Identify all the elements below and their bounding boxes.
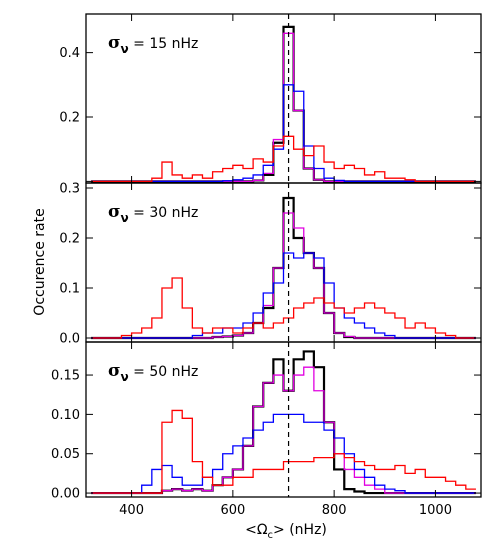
- panel-1-series-4-line: [91, 135, 476, 183]
- panel-2: 0.0 0.1 0.2 0.3 σν = 30 nHz: [59, 182, 482, 347]
- panel-3-y-tick-label-2: 0.05: [51, 447, 80, 462]
- panel-3-series-4-line: [91, 409, 476, 494]
- panel-3-series-2-line: [91, 366, 476, 494]
- panel-1-series-3-line: [91, 84, 476, 183]
- x-tick-label-1: 400: [119, 503, 144, 518]
- x-tick-label-3: 800: [322, 503, 347, 518]
- x-axis-title-subscript: c: [268, 530, 274, 541]
- panel-2-y-tick-label-3: 0.2: [59, 232, 80, 247]
- panels-layer: 0.2 0.4 σν = 15 nHz 0.0 0.1 0.2 0.3 σν = 30 nHz…: [51, 13, 482, 518]
- panel-3: 0.00 0.05 0.10 0.15 400 600 800 1000 σν = 50 nHz: [51, 341, 482, 518]
- panel-2-series-3-line: [91, 252, 476, 339]
- x-tick-label-4: 1000: [419, 503, 452, 518]
- panel-3-annotation: σν = 50 nHz: [108, 361, 198, 384]
- panel-3-y-tick-label-4: 0.15: [51, 369, 80, 384]
- panel-3-series-3-line: [91, 413, 476, 494]
- panel-2-series-4-line: [91, 277, 476, 339]
- panel-2-y-tick-label-2: 0.1: [59, 282, 80, 297]
- panel-2-y-tick-label-1: 0.0: [59, 332, 80, 347]
- x-axis-title-unit: > (nHz): [273, 522, 327, 538]
- panel-2-y-tick-label-4: 0.3: [59, 182, 80, 197]
- panel-1-y-tick-label-2: 0.2: [59, 111, 80, 126]
- panel-1-y-tick-label-3: 0.4: [59, 46, 80, 61]
- panel-1: 0.2 0.4 σν = 15 nHz: [59, 13, 482, 184]
- panel-3-y-tick-label-1: 0.00: [51, 487, 80, 502]
- panel-3-frame: [85, 341, 482, 498]
- x-tick-label-2: 600: [220, 503, 245, 518]
- y-axis-title: Occurence rate: [32, 208, 48, 315]
- panel-1-annotation: σν = 15 nHz: [108, 33, 198, 56]
- x-axis-title-main: <Ω: [245, 522, 268, 538]
- x-axis-title: <Ωc> (nHz): [245, 522, 327, 541]
- panel-3-y-tick-label-3: 0.10: [51, 408, 80, 423]
- panel-2-annotation: σν = 30 nHz: [108, 202, 198, 225]
